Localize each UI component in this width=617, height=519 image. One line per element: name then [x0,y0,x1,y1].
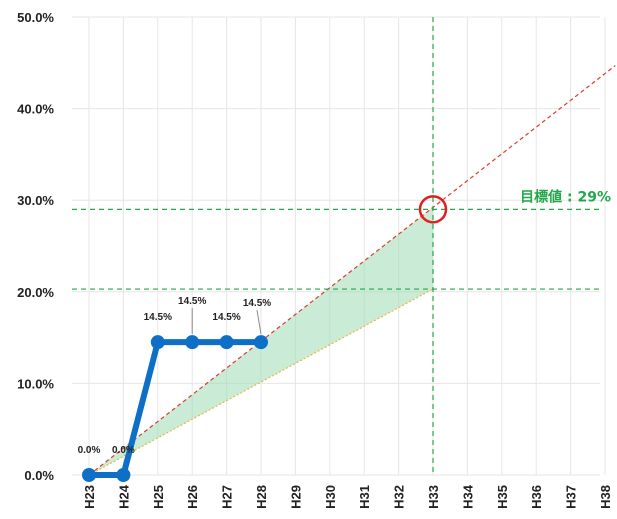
data-label: 14.5% [212,312,240,323]
series [82,335,268,482]
data-point [150,335,165,350]
x-tick-label: H35 [495,485,510,509]
target-label: 目標値 : 29% [520,188,611,205]
x-tick-label: H28 [254,485,269,509]
y-tick-label: 10.0% [17,376,54,391]
data-point [185,335,200,350]
data-label: 0.0% [112,445,135,456]
x-tick-label: H23 [82,485,97,509]
x-tick-label: H31 [357,485,372,509]
y-tick-label: 0.0% [24,468,54,483]
upper-trend-line [88,65,616,476]
label-leader [256,310,262,335]
y-tick-label: 20.0% [17,285,54,300]
x-tick-label: H25 [151,485,166,509]
target-band [89,207,433,475]
y-tick-label: 30.0% [17,193,54,208]
x-tick-label: H24 [116,484,131,509]
x-tick-label: H36 [529,485,544,509]
x-tick-label: H26 [185,485,200,509]
y-tick-label: 40.0% [17,102,54,117]
y-tick-label: 50.0% [17,10,54,25]
x-tick-label: H27 [220,485,235,509]
x-tick-label: H29 [288,485,303,509]
lower-trend-line [88,288,434,476]
grid [72,16,606,476]
data-point [116,468,131,482]
data-labels: 目標値 : 29%0.0% 0.0%14.5%14.5%14.5%14.5% [78,188,611,456]
x-tick-label: H33 [426,485,441,509]
data-label: 14.5% [243,298,271,309]
target-band-fill [89,207,433,475]
x-tick-label: H38 [598,485,613,509]
x-tick-label: H30 [323,485,338,509]
data-label: 14.5% [144,312,172,323]
reference-lines [72,17,616,476]
x-tick-label: H34 [460,484,475,509]
data-point [219,335,234,350]
target-marker [418,195,448,224]
x-tick-label: H37 [564,485,579,509]
data-label: 0.0% [78,445,101,456]
data-point [254,335,268,350]
x-tick-label: H32 [392,485,407,509]
data-point [82,468,96,482]
axes: 0.0% 10.0% 20.0% 30.0% 40.0% 50.0% H23 H24 H25 H2… [17,10,613,509]
data-label: 14.5% [178,296,206,307]
